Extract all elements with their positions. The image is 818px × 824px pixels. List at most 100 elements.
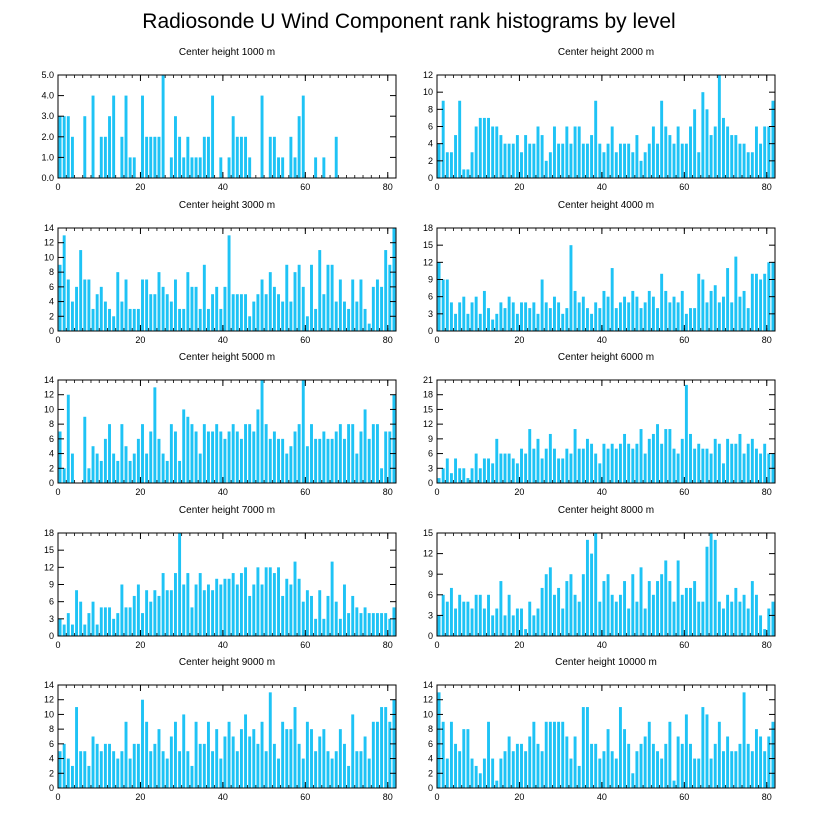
bar: [524, 751, 528, 788]
bar: [169, 590, 173, 636]
y-tick-label: 12: [44, 238, 54, 248]
bar: [66, 394, 70, 483]
bar: [557, 721, 561, 788]
bar: [676, 302, 680, 331]
bar: [520, 608, 523, 636]
bar: [182, 308, 186, 331]
x-tick-label: 0: [55, 640, 60, 650]
bar: [746, 152, 750, 178]
bar: [103, 136, 107, 178]
bar: [248, 736, 252, 788]
bar: [532, 721, 536, 788]
bar: [178, 308, 182, 331]
bar: [239, 573, 243, 636]
bar: [190, 607, 194, 636]
bar: [631, 574, 635, 636]
bar: [256, 567, 260, 636]
x-tick-label: 40: [597, 640, 607, 650]
bar: [598, 308, 602, 331]
bar: [651, 743, 655, 788]
bar: [701, 601, 705, 636]
bar: [511, 615, 515, 636]
x-tick-label: 80: [383, 487, 393, 497]
bar: [742, 453, 746, 483]
bar: [618, 302, 622, 331]
bar: [124, 446, 128, 483]
bar: [375, 279, 379, 331]
bar: [503, 143, 507, 178]
bar: [239, 729, 243, 788]
bar: [256, 743, 260, 788]
bar: [672, 448, 676, 483]
y-tick-label: 14: [423, 680, 433, 690]
bar: [639, 567, 643, 636]
y-tick-label: 3.0: [41, 111, 54, 121]
bar: [759, 279, 763, 331]
y-tick-label: 10: [423, 709, 433, 719]
bar: [310, 729, 313, 788]
bar: [198, 743, 202, 788]
bar: [569, 574, 573, 636]
bar: [734, 256, 738, 331]
plot-frame: [436, 532, 776, 637]
bar: [244, 424, 248, 483]
bar: [660, 758, 664, 788]
bar: [487, 594, 490, 636]
bar: [499, 453, 503, 483]
bar: [734, 751, 738, 788]
bar: [355, 453, 359, 483]
bar: [108, 308, 111, 331]
bar: [347, 613, 351, 636]
histogram-plot: 0 20 40 60 80 0 2 4 6 8 10 12 14: [44, 680, 397, 802]
bar: [623, 296, 627, 331]
bar: [388, 264, 392, 331]
bar: [70, 765, 74, 788]
bar: [108, 116, 111, 178]
bar: [161, 573, 165, 636]
x-tick-label: 80: [762, 182, 772, 192]
bar: [561, 313, 565, 331]
bar: [697, 152, 701, 178]
bar: [701, 448, 705, 483]
bar: [532, 143, 536, 178]
bar: [194, 584, 198, 636]
bar: [95, 624, 99, 636]
bar: [478, 117, 482, 178]
bar: [738, 143, 742, 178]
plot-frame: [57, 684, 397, 789]
bar: [95, 743, 99, 788]
y-tick-label: 9: [49, 580, 54, 590]
y-tick-label: 6: [428, 449, 433, 459]
bar: [573, 736, 577, 788]
bar: [643, 152, 647, 178]
bar: [668, 429, 672, 483]
bar: [231, 736, 235, 788]
bar: [606, 729, 610, 788]
panel-title: Center height 7000 m: [178, 505, 276, 516]
x-tick-label: 80: [383, 640, 393, 650]
bar: [577, 765, 581, 788]
y-tick-label: 12: [44, 695, 54, 705]
bar: [668, 721, 672, 788]
bar: [635, 751, 639, 788]
bar: [458, 751, 462, 788]
bar: [532, 302, 536, 331]
bar: [141, 95, 144, 178]
bar: [495, 780, 499, 788]
y-tick-label: 6: [49, 282, 54, 292]
bar: [470, 152, 474, 178]
y-tick-label: 2: [428, 156, 433, 166]
bar: [116, 460, 120, 483]
bar: [763, 751, 767, 788]
histogram-plot: 0 20 40 60 80 0 2 4 6 8 10 12: [423, 70, 776, 192]
y-tick-label: 0: [428, 173, 433, 183]
bar: [664, 743, 668, 788]
bar: [610, 126, 614, 178]
bar: [437, 478, 441, 483]
bar: [87, 468, 91, 483]
y-tick-label: 4: [428, 754, 433, 764]
bar: [441, 594, 445, 636]
bar: [95, 294, 99, 331]
bar: [116, 613, 120, 636]
bar: [281, 301, 285, 331]
